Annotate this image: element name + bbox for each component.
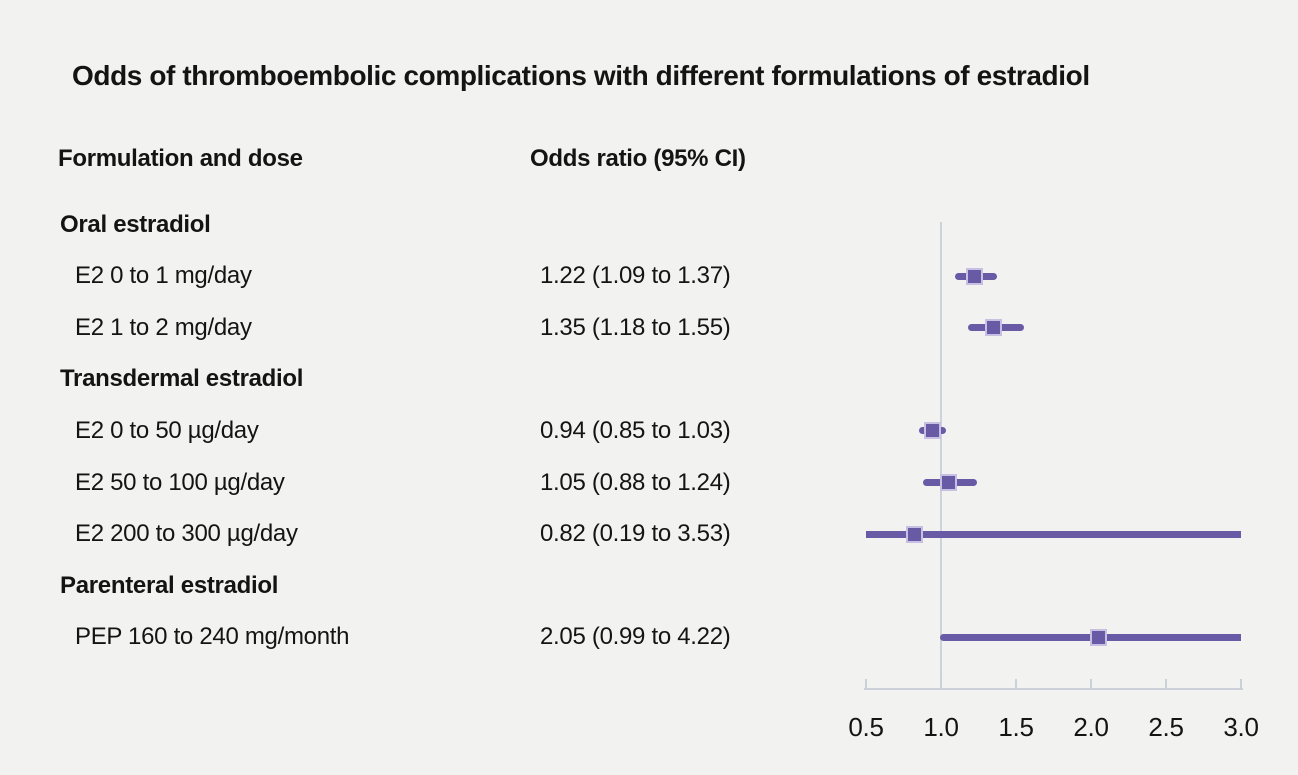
row-label: E2 1 to 2 mg/day <box>75 313 252 341</box>
column-header-odds-ratio: Odds ratio (95% CI) <box>530 145 746 172</box>
x-axis-tick <box>1015 679 1017 688</box>
row-label: E2 200 to 300 µg/day <box>75 520 298 548</box>
or-marker <box>905 525 923 543</box>
group-label: Transdermal estradiol <box>60 365 304 393</box>
or-marker <box>965 267 983 285</box>
or-marker <box>1090 628 1107 646</box>
row-label: E2 0 to 1 mg/day <box>75 262 252 290</box>
x-axis-tick-label: 0.5 <box>848 712 884 742</box>
x-axis-tick <box>1165 679 1167 688</box>
or-marker <box>923 422 941 440</box>
row-label: E2 0 to 50 µg/day <box>75 416 259 444</box>
or-marker <box>985 319 1002 337</box>
ci-line <box>866 530 1241 538</box>
x-axis-tick-label: 3.0 <box>1223 712 1259 742</box>
group-label: Parenteral estradiol <box>60 571 279 599</box>
row-label: E2 50 to 100 µg/day <box>75 468 285 496</box>
x-axis-tick <box>940 679 942 688</box>
or-value: 0.94 (0.85 to 1.03) <box>540 416 731 444</box>
x-axis-tick-label: 2.0 <box>1073 712 1109 742</box>
or-value: 1.35 (1.18 to 1.55) <box>540 313 731 341</box>
x-axis-tick-label: 1.5 <box>998 712 1034 742</box>
or-value: 1.05 (0.88 to 1.24) <box>540 468 731 496</box>
column-header-formulation: Formulation and dose <box>58 145 303 172</box>
x-axis-line <box>864 688 1243 690</box>
or-value: 0.82 (0.19 to 3.53) <box>540 520 731 548</box>
or-marker <box>940 474 957 491</box>
row-label: PEP 160 to 240 mg/month <box>75 623 350 651</box>
figure-title: Odds of thromboembolic complications wit… <box>72 60 1090 91</box>
x-axis-tick <box>865 679 867 688</box>
x-axis-tick <box>1240 679 1242 688</box>
or-value: 2.05 (0.99 to 4.22) <box>540 623 731 651</box>
x-axis-tick <box>1090 679 1092 688</box>
x-axis-tick-label: 1.0 <box>923 712 959 742</box>
or-value: 1.22 (1.09 to 1.37) <box>540 262 731 290</box>
x-axis-tick-label: 2.5 <box>1148 712 1184 742</box>
reference-line <box>940 222 942 688</box>
group-label: Oral estradiol <box>60 210 211 238</box>
